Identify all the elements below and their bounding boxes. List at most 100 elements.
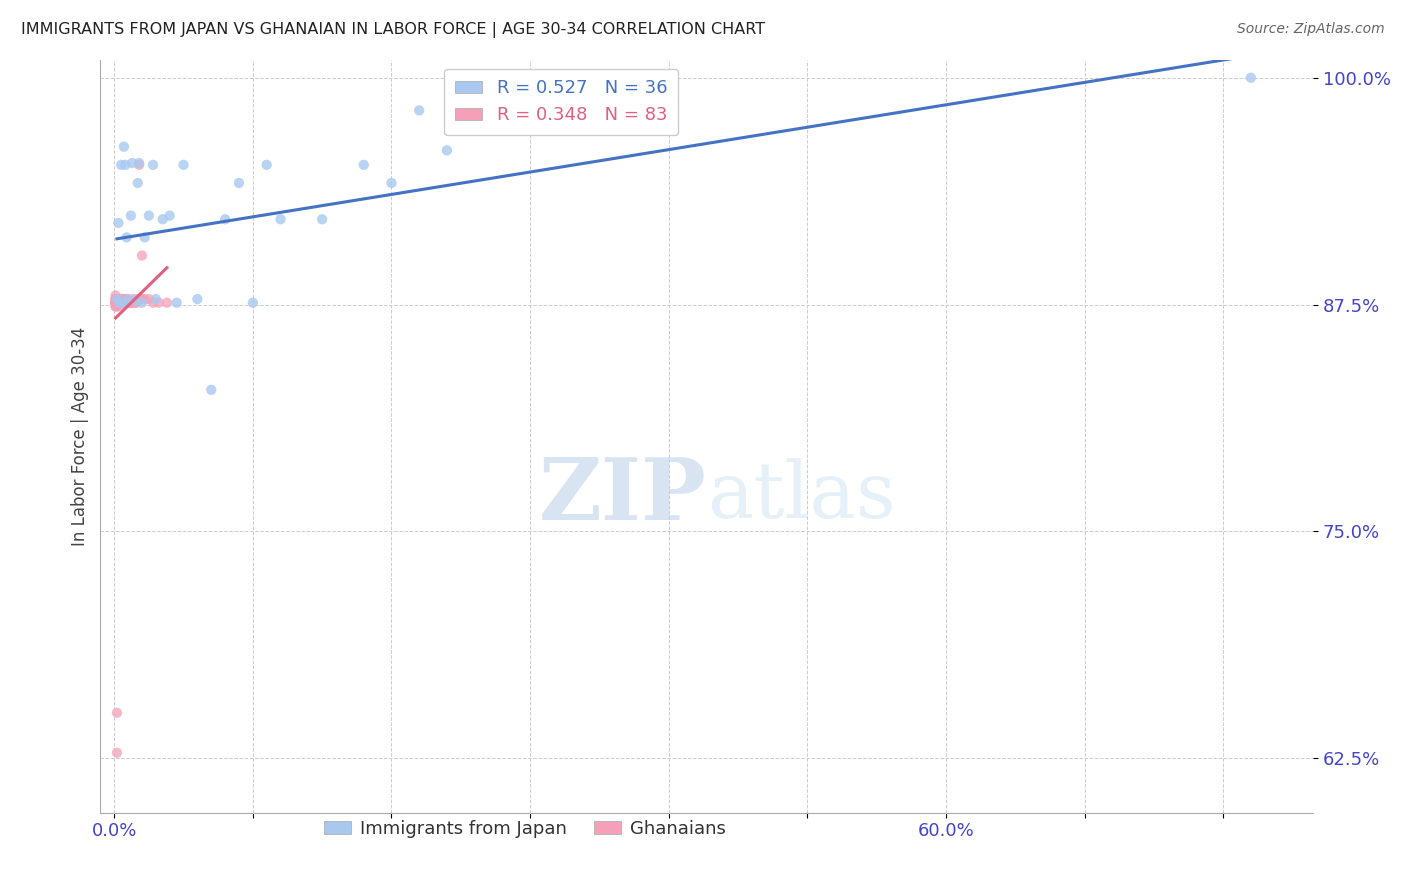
Text: atlas: atlas [707,458,896,534]
Point [104,295,127,310]
Point [242,295,264,310]
Point [110,292,132,306]
Point [104,295,127,310]
Point [148,295,170,310]
Point [1240,70,1263,85]
Point [105,746,128,760]
Point [107,295,129,310]
Point [311,212,333,227]
Point [107,299,129,313]
Point [104,295,127,310]
Point [120,295,142,310]
Point [111,295,134,310]
Point [120,295,142,310]
Point [107,295,129,310]
Point [112,292,135,306]
Point [104,295,127,310]
Point [131,292,153,306]
Point [110,295,132,310]
Point [214,212,236,227]
Point [105,292,128,306]
Point [105,299,128,313]
Point [107,295,129,310]
Point [156,295,179,310]
Point [108,295,131,310]
Point [115,295,138,310]
Point [122,292,145,306]
Point [124,293,146,308]
Point [138,292,160,306]
Point [166,295,188,310]
Point [104,295,127,310]
Point [105,295,128,310]
Point [108,295,131,310]
Point [108,295,131,310]
Point [120,209,142,223]
Point [121,156,143,170]
Point [270,212,292,227]
Point [114,295,136,310]
Point [134,292,156,306]
Point [228,176,250,190]
Point [105,295,128,310]
Point [115,292,138,306]
Point [107,295,129,310]
Point [104,295,127,310]
Point [111,295,134,310]
Point [108,295,131,310]
Point [114,158,136,172]
Point [104,295,127,310]
Legend: Immigrants from Japan, Ghanaians: Immigrants from Japan, Ghanaians [316,813,733,845]
Point [256,158,278,172]
Point [107,216,129,230]
Point [138,209,160,223]
Text: IMMIGRANTS FROM JAPAN VS GHANAIAN IN LABOR FORCE | AGE 30-34 CORRELATION CHART: IMMIGRANTS FROM JAPAN VS GHANAIAN IN LAB… [21,22,765,38]
Point [117,292,139,306]
Point [110,295,132,310]
Point [173,158,195,172]
Point [125,295,148,310]
Point [408,103,430,118]
Point [118,295,141,310]
Point [128,158,150,172]
Point [127,176,149,190]
Point [105,295,128,310]
Point [107,292,129,306]
Point [110,295,132,310]
Point [104,292,127,306]
Point [121,295,143,310]
Point [104,292,127,306]
Point [108,295,131,310]
Text: ZIP: ZIP [538,454,707,539]
Point [127,292,149,306]
Point [104,299,127,313]
Point [104,295,127,310]
Point [436,144,458,158]
Point [131,295,153,310]
Point [115,230,138,244]
Point [107,295,129,310]
Text: Source: ZipAtlas.com: Source: ZipAtlas.com [1237,22,1385,37]
Point [152,212,174,227]
Point [105,292,128,306]
Point [104,299,127,313]
Point [124,295,146,310]
Point [104,288,127,302]
Point [104,292,127,306]
Point [110,295,132,310]
Point [117,292,139,306]
Point [107,295,129,310]
Point [110,295,132,310]
Point [159,209,181,223]
Point [186,292,208,306]
Point [353,158,375,172]
Point [105,292,128,306]
Point [110,158,132,172]
Point [111,295,134,310]
Point [111,292,134,306]
Point [108,295,131,310]
Point [108,295,131,310]
Point [128,156,150,170]
Point [108,295,131,310]
Point [112,295,135,310]
